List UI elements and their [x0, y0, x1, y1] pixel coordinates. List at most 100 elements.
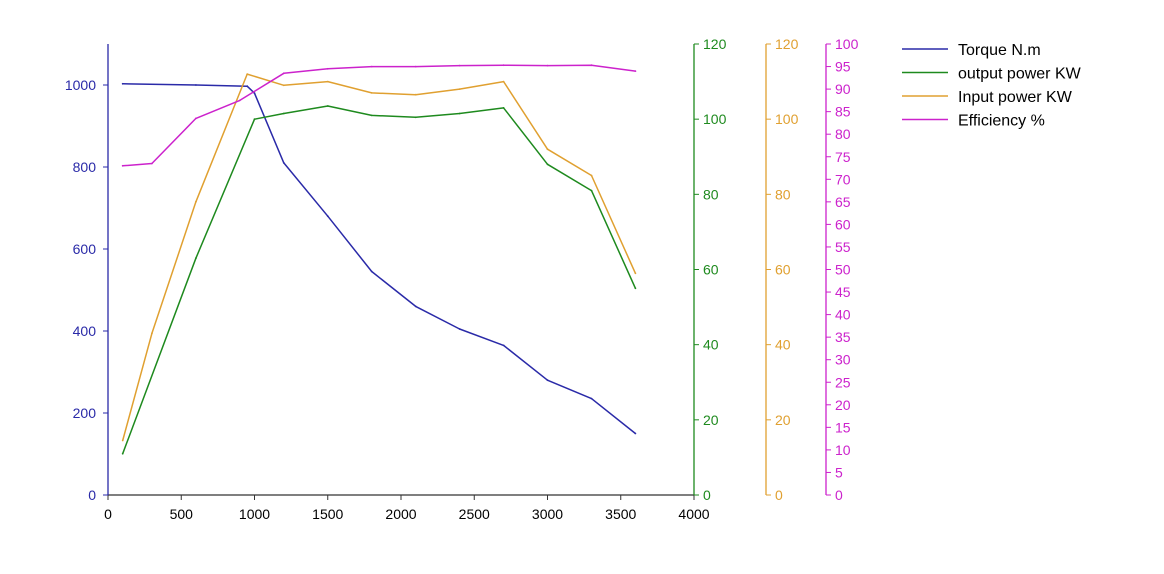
- data-point-torque: [282, 162, 285, 164]
- data-point-output: [458, 112, 461, 115]
- data-point-input: [195, 200, 197, 203]
- input-tick-label: 40: [775, 337, 791, 353]
- data-point-output: [326, 105, 329, 107]
- efficiency-tick-label: 35: [835, 329, 851, 345]
- efficiency-tick-label: 55: [835, 239, 851, 255]
- data-point-efficiency: [370, 65, 373, 68]
- data-point-output: [195, 257, 197, 260]
- data-point-output: [282, 112, 285, 115]
- data-point-efficiency: [326, 67, 329, 70]
- legend-label-torque: Torque N.m: [958, 42, 1041, 59]
- x-tick-label: 1000: [239, 506, 270, 522]
- data-point-input: [326, 80, 329, 83]
- x-tick-label: 2000: [385, 506, 416, 522]
- data-point-torque: [326, 215, 329, 218]
- x-tick-label: 3500: [605, 506, 636, 522]
- data-point-output: [502, 107, 505, 109]
- data-point-output: [370, 114, 373, 117]
- efficiency-tick-label: 70: [835, 171, 851, 187]
- data-point-input: [546, 148, 549, 151]
- data-point-output: [546, 163, 549, 166]
- x-tick-label: 4000: [678, 506, 709, 522]
- data-point-input: [634, 272, 637, 275]
- data-point-output: [634, 287, 637, 290]
- efficiency-tick-label: 25: [835, 374, 851, 390]
- data-point-efficiency: [238, 99, 241, 102]
- x-tick-label: 0: [104, 506, 112, 522]
- data-point-efficiency: [634, 70, 637, 72]
- data-point-output: [121, 452, 124, 455]
- legend-label-output: output power KW: [958, 66, 1082, 83]
- x-tick-label: 2500: [459, 506, 490, 522]
- output-tick-label: 20: [703, 412, 719, 428]
- input-tick-label: 0: [775, 487, 783, 503]
- x-tick-label: 500: [170, 506, 194, 522]
- output-tick-label: 80: [703, 186, 719, 202]
- series-line-torque: [122, 83, 636, 435]
- efficiency-tick-label: 80: [835, 126, 851, 142]
- data-point-input: [282, 84, 285, 87]
- data-point-efficiency: [121, 164, 124, 167]
- output-tick-label: 100: [703, 111, 727, 127]
- data-point-input: [246, 73, 249, 75]
- x-tick-label: 3000: [532, 506, 563, 522]
- torque-tick-label: 400: [73, 323, 97, 339]
- data-point-efficiency: [546, 64, 549, 67]
- x-tick-label: 1500: [312, 506, 343, 522]
- legend: Torque N.m output power KW Input power KW E…: [902, 42, 1082, 130]
- output-tick-label: 60: [703, 262, 719, 278]
- efficiency-tick-label: 60: [835, 216, 851, 232]
- data-point-input: [458, 88, 461, 90]
- efficiency-tick-label: 50: [835, 262, 851, 278]
- input-tick-label: 80: [775, 186, 791, 202]
- torque-tick-label: 0: [88, 487, 96, 503]
- efficiency-tick-label: 5: [835, 464, 843, 480]
- data-point-torque: [458, 328, 461, 330]
- torque-tick-label: 200: [73, 405, 97, 421]
- efficiency-tick-label: 95: [835, 59, 851, 75]
- data-point-efficiency: [502, 64, 505, 67]
- data-point-input: [370, 92, 373, 94]
- efficiency-tick-label: 100: [835, 36, 859, 52]
- data-point-torque: [502, 344, 505, 347]
- series-layer: [121, 64, 637, 455]
- axes-layer: 0 500 1000 1500 2000 2500 3000 3500 400002004006…: [65, 36, 859, 522]
- data-point-output: [414, 116, 417, 119]
- efficiency-tick-label: 30: [835, 352, 851, 368]
- output-tick-label: 120: [703, 36, 727, 52]
- data-point-torque: [253, 92, 256, 95]
- efficiency-tick-label: 90: [835, 81, 851, 97]
- efficiency-tick-label: 40: [835, 307, 851, 323]
- data-point-efficiency: [458, 64, 461, 67]
- efficiency-tick-label: 10: [835, 442, 851, 458]
- input-tick-label: 60: [775, 262, 791, 278]
- data-point-output: [253, 118, 256, 121]
- data-point-torque: [634, 432, 637, 435]
- data-point-torque: [195, 84, 197, 86]
- efficiency-tick-label: 20: [835, 397, 851, 413]
- efficiency-tick-label: 85: [835, 104, 851, 120]
- data-point-efficiency: [414, 65, 417, 68]
- data-point-torque: [414, 305, 417, 308]
- legend-label-input: Input power KW: [958, 89, 1073, 106]
- torque-tick-label: 600: [73, 241, 97, 257]
- data-point-torque: [546, 379, 549, 382]
- data-point-output: [590, 189, 593, 192]
- efficiency-tick-label: 75: [835, 149, 851, 165]
- efficiency-tick-label: 65: [835, 194, 851, 210]
- efficiency-tick-label: 15: [835, 419, 851, 435]
- input-tick-label: 20: [775, 412, 791, 428]
- data-point-efficiency: [590, 64, 593, 67]
- data-point-input: [502, 80, 505, 83]
- data-point-torque: [370, 270, 373, 273]
- data-point-efficiency: [151, 162, 153, 165]
- data-point-input: [590, 174, 593, 177]
- data-point-efficiency: [282, 72, 285, 75]
- output-tick-label: 0: [703, 487, 711, 503]
- data-point-torque: [590, 397, 593, 400]
- efficiency-tick-label: 0: [835, 487, 843, 503]
- torque-tick-label: 1000: [65, 77, 96, 93]
- input-tick-label: 120: [775, 36, 799, 52]
- input-tick-label: 100: [775, 111, 799, 127]
